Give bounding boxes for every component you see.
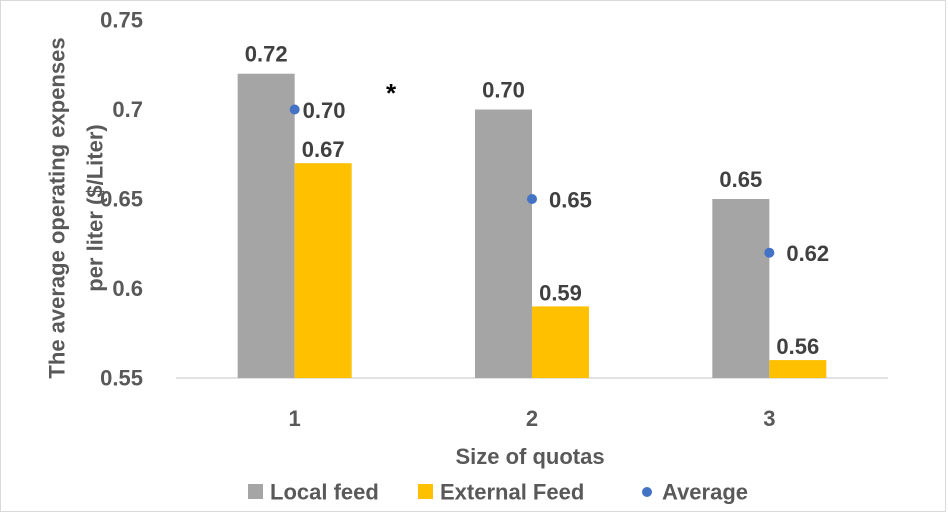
- x-axis-ticks: 1 2 3: [289, 406, 776, 431]
- y-tick-label: 0.75: [100, 8, 143, 33]
- y-tick-label: 0.7: [112, 97, 143, 122]
- y-axis-title: The average operating expenses per liter …: [45, 37, 108, 378]
- legend-label: External Feed: [440, 480, 584, 505]
- y-axis-title-line: per liter ($/Liter): [83, 124, 108, 291]
- data-label-average: 0.70: [303, 98, 346, 123]
- data-label-external-feed: 0.59: [539, 280, 582, 305]
- x-axis-title: Size of quotas: [455, 444, 604, 469]
- y-axis-title-line: The average operating expenses: [45, 37, 70, 378]
- data-label-average: 0.62: [786, 241, 829, 266]
- bar-external-feed: [532, 306, 589, 378]
- bars: [237, 73, 827, 378]
- x-tick-label: 2: [526, 406, 538, 431]
- bar-local-feed: [237, 73, 295, 378]
- bar-external-feed: [294, 163, 352, 378]
- legend-label: Average: [662, 480, 748, 505]
- data-label-external-feed: 0.56: [776, 334, 819, 359]
- legend-label: Local feed: [270, 480, 379, 505]
- data-label-average: 0.65: [549, 188, 592, 213]
- legend-swatch: [248, 484, 263, 499]
- x-tick-label: 3: [763, 406, 775, 431]
- average-points: [289, 104, 775, 258]
- bar-external-feed: [769, 360, 827, 378]
- y-tick-label: 0.65: [100, 187, 143, 212]
- data-labels: 0.72 0.67 0.70 0.70 0.59 0.65 0.65 0.56 0.62: [245, 42, 829, 359]
- data-label-local-feed: 0.72: [245, 42, 288, 67]
- data-label-local-feed: 0.65: [719, 167, 762, 192]
- legend-swatch: [642, 487, 652, 497]
- legend: Local feed External Feed Average: [248, 480, 748, 505]
- bar-local-feed: [712, 199, 770, 378]
- y-tick-label: 0.6: [112, 276, 143, 301]
- data-label-external-feed: 0.67: [302, 137, 345, 162]
- y-tick-label: 0.55: [100, 366, 143, 391]
- average-point: [764, 247, 775, 258]
- legend-swatch: [418, 484, 433, 499]
- bar-local-feed: [475, 109, 532, 378]
- significance-marker: *: [386, 78, 397, 108]
- y-axis-ticks: 0.55 0.6 0.65 0.7 0.75: [100, 8, 143, 391]
- data-label-local-feed: 0.70: [482, 78, 525, 103]
- average-point: [289, 104, 300, 115]
- x-tick-label: 1: [289, 406, 301, 431]
- average-point: [527, 194, 537, 204]
